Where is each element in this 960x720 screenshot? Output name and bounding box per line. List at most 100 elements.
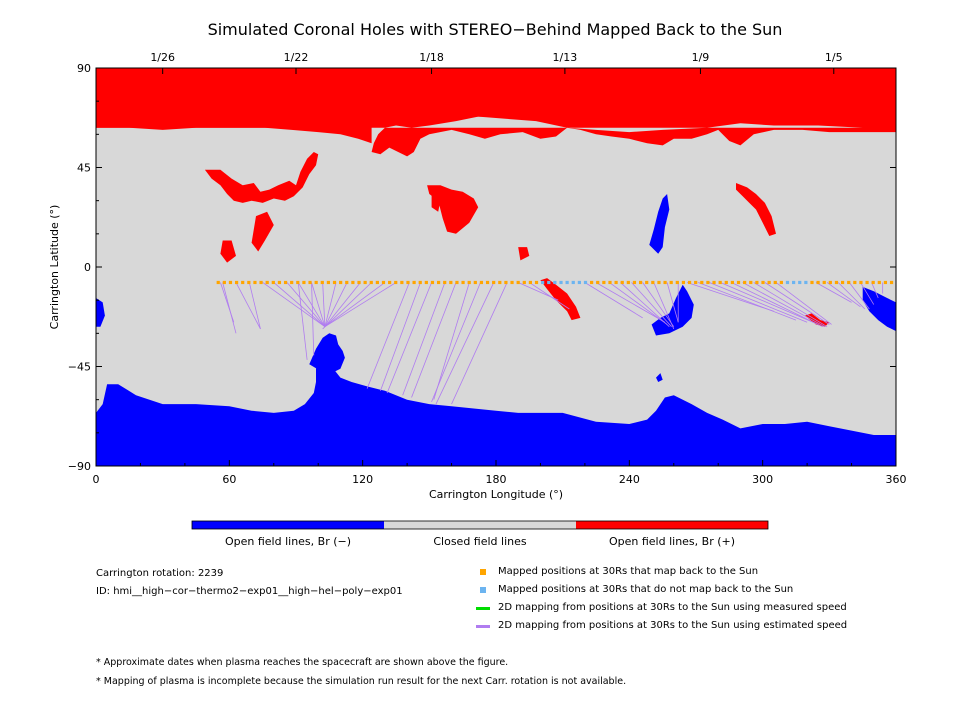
mapped-point — [755, 280, 759, 285]
mapped-point — [234, 280, 239, 285]
carrington-rotation-text: Carrington rotation: 2239 — [96, 568, 224, 579]
x-tick-label: 0 — [93, 473, 100, 486]
blue-patch-longitude-104 — [309, 333, 345, 374]
mapping-line-estimated — [386, 282, 432, 394]
mapped-point — [779, 280, 783, 285]
mapping-line-estimated — [529, 282, 570, 310]
mapping-line-estimated — [322, 282, 326, 327]
top-date-label: 1/26 — [150, 51, 175, 64]
colorbar-frame — [191, 520, 769, 530]
mapped-point — [724, 280, 728, 285]
blue-patch-longitude-260 — [651, 284, 694, 336]
mapped-point — [853, 280, 857, 285]
mapped-point — [516, 280, 520, 285]
mapping-line-estimated — [815, 282, 852, 303]
mapped-point — [694, 280, 698, 285]
mapped-point — [430, 280, 435, 285]
mapping-line-estimated — [324, 282, 361, 327]
mapped-point — [651, 280, 655, 285]
mapped-point — [590, 280, 594, 285]
mapped-point — [730, 280, 735, 285]
mapping-line-estimated — [698, 282, 797, 321]
mapped-point — [283, 280, 288, 285]
mapped-point — [369, 280, 373, 285]
mapped-point-not-mapping — [798, 280, 802, 285]
mapped-point — [216, 280, 220, 285]
mapping-line-estimated — [311, 282, 315, 356]
mapped-point — [596, 280, 600, 285]
mapping-line-estimated — [297, 282, 326, 327]
mapped-point — [277, 280, 282, 285]
red-patch-longitude-70 — [204, 152, 319, 203]
blue-patch-longitude-2 — [96, 298, 105, 327]
mapping-line-estimated — [324, 282, 337, 327]
mapping-line-estimated — [322, 282, 372, 330]
mapped-point — [436, 280, 441, 285]
x-tick-label: 300 — [752, 473, 773, 486]
mapped-point — [602, 280, 606, 285]
mapped-point — [400, 280, 404, 285]
mapped-point-not-mapping — [553, 280, 557, 285]
mapped-point-not-mapping — [785, 280, 790, 285]
mapping-line-estimated — [311, 282, 326, 327]
mapped-point-not-mapping — [547, 280, 551, 285]
mapped-point — [492, 280, 496, 285]
mapping-line-estimated — [837, 282, 866, 310]
mapped-point — [810, 280, 814, 285]
mapped-point — [485, 280, 490, 285]
mapped-point — [871, 280, 875, 285]
mapped-point — [320, 280, 324, 285]
mapped-point — [363, 280, 367, 285]
mapping-line-estimated — [653, 282, 675, 330]
mapped-point — [840, 280, 845, 285]
mapped-point-not-mapping — [583, 280, 588, 285]
mapped-point — [332, 280, 337, 285]
mapped-point — [706, 280, 710, 285]
y-tick-label: −90 — [68, 460, 91, 473]
chart-title: Simulated Coronal Holes with STEREO−Behi… — [207, 20, 783, 39]
south-polar-open-field — [96, 357, 896, 466]
mapped-point — [657, 280, 661, 285]
x-tick-label: 120 — [352, 473, 373, 486]
mapped-point — [265, 280, 269, 285]
mapped-point — [736, 280, 741, 285]
mapped-point — [296, 280, 300, 285]
mapped-point — [859, 280, 863, 285]
mapped-point — [357, 280, 361, 285]
mapped-point — [534, 280, 539, 285]
mapped-point — [645, 280, 649, 285]
blue-patch-longitude-254 — [649, 194, 670, 254]
mapped-point — [681, 280, 686, 285]
x-axis-label: Carrington Longitude (°) — [429, 488, 563, 501]
mapped-point — [626, 280, 630, 285]
mapped-point-not-mapping — [792, 280, 796, 285]
mapping-line-estimated — [435, 282, 495, 405]
mapping-line-estimated — [666, 282, 679, 323]
mapping-line-estimated — [297, 282, 308, 360]
mapping-line-estimated — [402, 282, 446, 396]
run-id-text: ID: hmi__high−cor−thermo2−exp01__high−he… — [96, 586, 403, 597]
mapped-point — [271, 280, 275, 285]
mapped-point — [351, 280, 355, 285]
mapped-point — [314, 280, 318, 285]
mapping-line-estimated — [609, 282, 668, 325]
mapped-point — [498, 280, 502, 285]
mapping-line-estimated — [826, 282, 861, 308]
mapped-point — [718, 280, 722, 285]
mapped-point — [375, 280, 379, 285]
red-patch-longitude-152 — [431, 194, 441, 212]
legend-line-swatch — [476, 625, 490, 628]
mapped-points-layer — [216, 280, 894, 285]
mapped-point — [467, 280, 471, 285]
mapping-line-estimated — [764, 282, 830, 325]
mapped-point — [712, 280, 716, 285]
colorbar-segment — [384, 521, 576, 529]
mapped-point — [394, 280, 398, 285]
mapped-point — [339, 280, 343, 285]
mapped-point — [522, 280, 526, 285]
mapped-point — [381, 280, 386, 285]
mapping-line-estimated — [595, 282, 666, 323]
legend-square-swatch — [480, 587, 486, 593]
mapped-point-not-mapping — [571, 280, 575, 285]
mapping-line-estimated — [871, 282, 879, 299]
